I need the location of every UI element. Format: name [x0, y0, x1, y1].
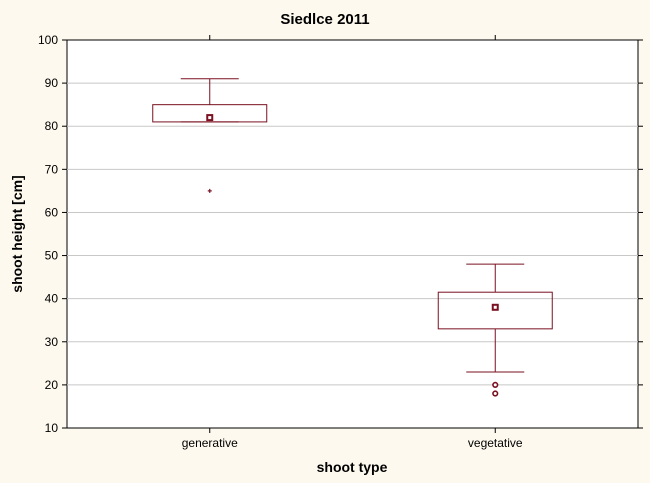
extreme-point	[492, 390, 499, 397]
y-tick-label: 80	[45, 119, 59, 133]
y-tick-label: 40	[45, 292, 59, 306]
y-tick-label: 70	[45, 162, 59, 176]
chart-title: Siedlce 2011	[280, 11, 369, 28]
iqr-box	[437, 291, 553, 330]
plot-area	[66, 39, 639, 429]
box-vegetative	[437, 263, 553, 397]
outlier-point	[207, 188, 212, 193]
y-tick-label: 50	[45, 249, 59, 263]
y-axis: 10 20 30 40 50 60 70 80 90 100	[38, 33, 643, 435]
y-tick-label: 30	[45, 335, 59, 349]
iqr-box	[152, 104, 268, 123]
y-tick-label: 20	[45, 378, 59, 392]
x-axis: generative vegetative	[182, 35, 523, 450]
grid-lines	[67, 82, 638, 386]
box-series	[152, 78, 553, 397]
x-tick-label: vegetative	[468, 436, 523, 450]
box-generative	[152, 78, 268, 193]
median-marker	[491, 303, 499, 311]
x-tick-label: generative	[182, 436, 238, 450]
y-tick-label: 100	[38, 33, 58, 47]
x-axis-label: shoot type	[317, 459, 388, 475]
median-marker	[206, 114, 214, 122]
y-tick-label: 10	[45, 421, 59, 435]
y-tick-label: 60	[45, 205, 59, 219]
y-axis-label: shoot height [cm]	[9, 175, 25, 292]
extreme-point	[492, 381, 499, 388]
y-tick-label: 90	[45, 76, 59, 90]
